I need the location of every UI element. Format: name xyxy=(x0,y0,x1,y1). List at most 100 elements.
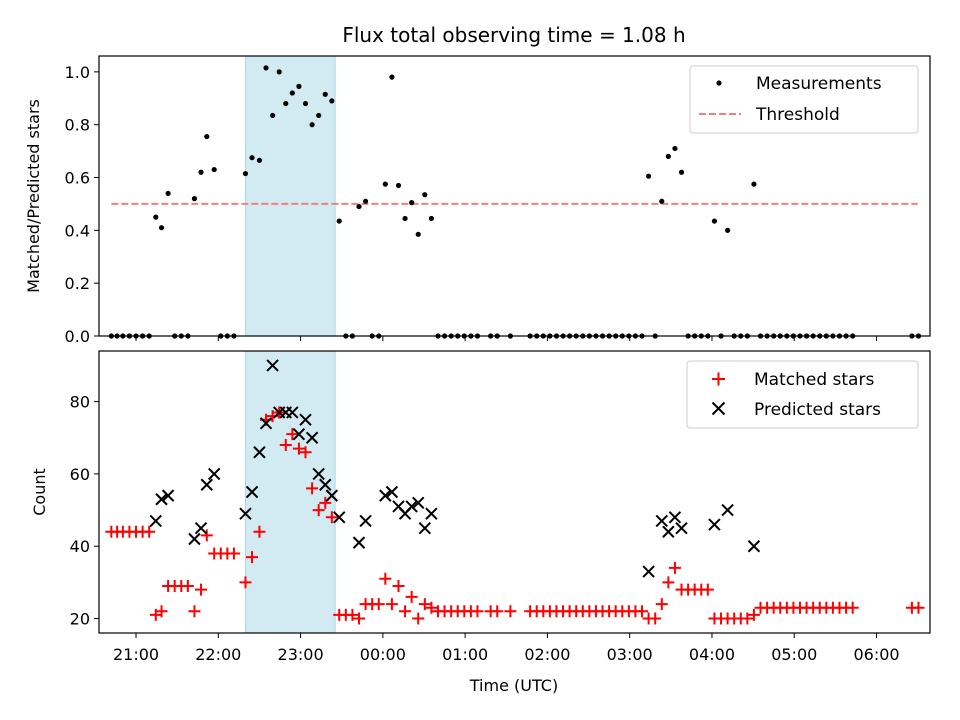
measurement-point xyxy=(409,200,415,206)
matched-star-point xyxy=(418,598,431,611)
measurement-point xyxy=(389,74,395,80)
measurement-point xyxy=(329,98,335,104)
top-x-ticks xyxy=(135,336,878,341)
predicted-star-point xyxy=(425,507,438,520)
matched-star-point xyxy=(412,612,425,625)
x-tick-label: 22:00 xyxy=(195,645,241,664)
matched-star-point xyxy=(299,446,312,459)
matched-star-point xyxy=(246,551,259,564)
observing-time-span xyxy=(244,350,336,634)
matched-star-point xyxy=(668,561,681,574)
measurement-point xyxy=(322,91,328,97)
matched-star-point xyxy=(504,605,517,618)
matched-star-point xyxy=(405,590,418,603)
predicted-star-point xyxy=(207,467,221,481)
measurement-point xyxy=(296,83,302,89)
bottom-y-tick-label: 80 xyxy=(70,393,90,412)
top-y-tick-label: 0.4 xyxy=(65,221,90,240)
predicted-star-point xyxy=(266,359,279,372)
matched-star-point xyxy=(385,598,398,611)
predicted-star-point xyxy=(675,521,688,535)
matched-star-point xyxy=(392,580,405,592)
predicted-star-point xyxy=(319,478,332,491)
matched-star-point xyxy=(155,605,168,618)
legend-matched-marker xyxy=(712,372,725,386)
legend-measurements-label: Measurements xyxy=(756,74,882,94)
measurement-point xyxy=(356,203,362,210)
matched-star-point xyxy=(195,583,208,596)
x-tick-label: 02:00 xyxy=(524,645,570,664)
matched-star-point xyxy=(181,580,194,592)
x-tick-label: 21:00 xyxy=(113,645,159,664)
top-legend: Measurements Threshold xyxy=(689,65,919,134)
predicted-star-point xyxy=(747,540,761,553)
matched-star-point xyxy=(306,482,319,495)
matched-star-point xyxy=(379,572,392,585)
predicted-star-point xyxy=(412,496,425,510)
measurement-point xyxy=(646,173,652,179)
measurement-point xyxy=(302,100,309,107)
matched-star-point xyxy=(846,601,859,614)
x-tick-label: 04:00 xyxy=(689,645,735,664)
measurement-point xyxy=(422,192,428,198)
legend-predicted-label: Predicted stars xyxy=(754,400,881,420)
matched-star-point xyxy=(188,605,201,618)
bottom-legend-box xyxy=(686,360,919,429)
predicted-star-point xyxy=(292,427,306,441)
measurement-point xyxy=(659,198,665,204)
measurement-point xyxy=(665,153,671,159)
predicted-star-point xyxy=(194,521,208,535)
predicted-star-point xyxy=(359,514,372,528)
predicted-star-point xyxy=(149,514,162,528)
measurement-point xyxy=(678,169,685,175)
top-y-axis-label: Matched/Predicted stars xyxy=(24,99,43,293)
predicted-stars-layer xyxy=(149,359,761,578)
measurement-point xyxy=(270,112,276,119)
predicted-star-point xyxy=(352,536,366,549)
measurement-point xyxy=(415,231,421,237)
matched-star-point xyxy=(636,605,649,618)
measurement-point xyxy=(672,145,678,152)
measurement-point xyxy=(316,112,322,119)
x-tick-label: 23:00 xyxy=(278,645,324,664)
measurement-point xyxy=(263,65,269,71)
bottom-y-tick-label: 40 xyxy=(70,537,90,556)
measurement-point xyxy=(165,190,171,196)
predicted-star-point xyxy=(312,467,325,481)
predicted-star-point xyxy=(286,406,299,419)
predicted-star-point xyxy=(325,489,339,502)
measurement-point xyxy=(249,155,255,161)
predicted-star-point xyxy=(379,489,392,502)
predicted-star-point xyxy=(405,500,418,513)
predicted-star-point xyxy=(385,485,399,499)
x-tick-label: 00:00 xyxy=(360,645,406,664)
legend-predicted-marker xyxy=(711,401,726,416)
matched-star-point xyxy=(741,612,754,625)
matched-star-point xyxy=(325,511,338,524)
top-y-tick-label: 0.8 xyxy=(65,116,90,135)
top-legend-box xyxy=(689,65,919,134)
predicted-star-point xyxy=(708,518,721,531)
matched-star-point xyxy=(312,504,325,517)
measurement-point xyxy=(204,133,210,140)
predicted-star-point xyxy=(721,503,734,517)
legend-matched-label: Matched stars xyxy=(754,370,874,390)
predicted-star-point xyxy=(253,446,266,459)
measurement-point xyxy=(362,198,369,204)
predicted-star-point xyxy=(655,514,668,528)
bottom-panel: 21:00 22:00 23:00 00:00 01:00 02:00 03:00 04:00… xyxy=(30,350,931,695)
x-tick-label: 01:00 xyxy=(442,645,488,664)
measurement-point xyxy=(242,170,249,177)
matched-star-point xyxy=(200,529,213,542)
matched-star-point xyxy=(491,605,504,618)
measurement-point xyxy=(289,90,295,96)
bottom-y-axis-label: Count xyxy=(30,468,49,516)
measurement-point xyxy=(711,218,718,224)
matched-star-point xyxy=(747,608,760,621)
x-tick-label: 06:00 xyxy=(853,645,899,664)
bottom-y-tick-label: 20 xyxy=(70,610,90,629)
predicted-star-point xyxy=(245,485,259,499)
matched-star-point xyxy=(227,547,240,560)
matched-star-point xyxy=(239,576,252,589)
